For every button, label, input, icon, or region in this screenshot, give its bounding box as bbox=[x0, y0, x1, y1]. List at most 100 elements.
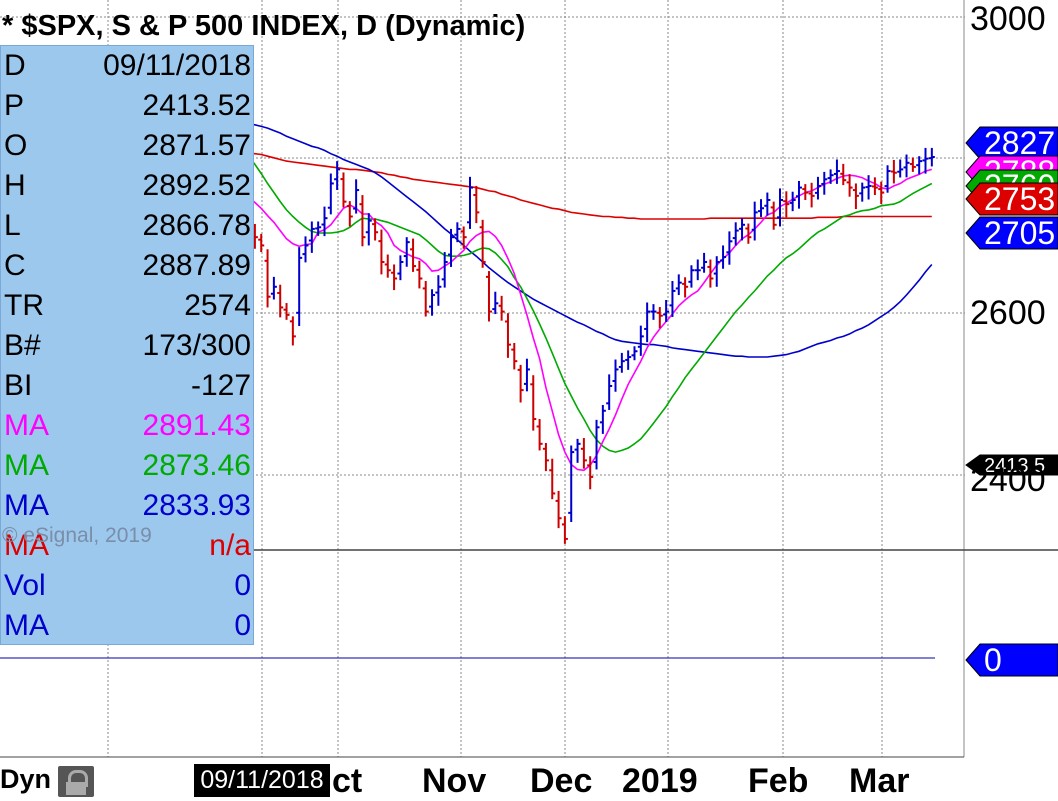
data-row: MA 2833.93 bbox=[1, 486, 253, 526]
ohlc-bar bbox=[840, 163, 847, 186]
ohlc-bar bbox=[561, 516, 568, 544]
ohlc-bar bbox=[922, 147, 929, 174]
data-row-label: H bbox=[4, 169, 26, 202]
x-tick-feb: Feb bbox=[748, 762, 809, 800]
ohlc-bar bbox=[580, 438, 587, 469]
data-row-label: Vol bbox=[4, 569, 46, 602]
data-row-label: C bbox=[4, 249, 26, 282]
data-row: MA n/a bbox=[1, 526, 253, 566]
y-tick-2600: 2600 bbox=[970, 294, 1046, 332]
price-tag-shape bbox=[965, 182, 1058, 216]
x-tick-mar: Mar bbox=[849, 762, 910, 800]
ohlc-bar bbox=[555, 490, 562, 529]
data-row-value: 2866.78 bbox=[142, 209, 251, 242]
ohlc-bar bbox=[701, 252, 708, 273]
ohlc-bar bbox=[890, 159, 897, 184]
ohlc-bar bbox=[694, 259, 701, 281]
ohlc-bar bbox=[568, 445, 575, 522]
data-row-label: MA bbox=[4, 489, 49, 522]
ohlc-bar bbox=[783, 191, 790, 218]
price-tag: 2753 bbox=[965, 181, 1058, 217]
ohlc-bar bbox=[777, 188, 783, 227]
price-tag-label: 2753 bbox=[984, 181, 1055, 217]
ohlc-bar bbox=[441, 252, 448, 288]
data-row-label: TR bbox=[4, 289, 44, 322]
price-tag: 2827 bbox=[965, 125, 1058, 161]
ohlc-bar bbox=[808, 182, 815, 208]
ohlc-bar bbox=[827, 169, 834, 184]
ohlc-bar bbox=[587, 456, 594, 490]
ohlc-bar bbox=[859, 182, 866, 202]
ohlc-bar bbox=[365, 213, 372, 246]
data-row: MA 2891.43 bbox=[1, 406, 253, 446]
data-row-value: 2892.52 bbox=[142, 169, 251, 202]
ohlc-bar bbox=[479, 219, 486, 268]
ohlc-bar bbox=[346, 201, 353, 227]
ohlc-bar bbox=[675, 274, 682, 296]
data-row-value: 2574 bbox=[184, 289, 251, 322]
ohlc-bar bbox=[289, 316, 296, 346]
ohlc-bar bbox=[909, 157, 916, 172]
ohlc-bar bbox=[492, 291, 499, 315]
data-row-value: 2887.89 bbox=[142, 249, 251, 282]
ohlc-bar bbox=[751, 201, 758, 241]
data-row-label: MA bbox=[4, 449, 49, 482]
ohlc-bar bbox=[612, 359, 619, 392]
ohlc-bar bbox=[663, 300, 670, 322]
ohlc-bar bbox=[814, 176, 821, 200]
ohlc-bar bbox=[536, 419, 543, 451]
ohlc-bar bbox=[517, 364, 524, 403]
dynamic-label: Dyn bbox=[0, 764, 52, 794]
ohlc-bar bbox=[397, 255, 404, 281]
data-row-value: 2873.46 bbox=[142, 449, 251, 482]
ohlc-bar bbox=[334, 161, 341, 190]
ohlc-bar bbox=[726, 231, 733, 265]
data-row-label: O bbox=[4, 129, 28, 162]
price-tag-label: 2413.5 bbox=[984, 455, 1045, 477]
ohlc-bar bbox=[391, 264, 398, 291]
data-row-label: MA bbox=[4, 529, 49, 562]
ohlc-bar bbox=[422, 280, 429, 317]
price-tag-shape bbox=[965, 216, 1058, 250]
ohlc-bar bbox=[296, 247, 303, 327]
ohlc-bar bbox=[802, 184, 809, 200]
data-row: C 2887.89 bbox=[1, 246, 253, 286]
data-row-value: 2891.43 bbox=[142, 409, 251, 442]
ohlc-bar bbox=[852, 183, 859, 210]
data-row-value: 09/11/2018 bbox=[103, 49, 251, 82]
ohlc-bar bbox=[372, 218, 379, 241]
ohlc-bar bbox=[656, 307, 663, 329]
ohlc-bar bbox=[574, 438, 581, 463]
ohlc-bar bbox=[315, 221, 322, 236]
ohlc-bar bbox=[795, 180, 802, 209]
data-row-label: MA bbox=[4, 409, 49, 442]
data-row-value: 2871.57 bbox=[142, 129, 251, 162]
ohlc-bar bbox=[485, 271, 492, 322]
data-row-label: MA bbox=[4, 609, 49, 642]
ohlc-bar bbox=[682, 277, 689, 298]
y-tick-3000: 3000 bbox=[970, 0, 1046, 38]
ohlc-bar bbox=[308, 221, 315, 253]
ohlc-bar bbox=[504, 313, 511, 358]
ohlc-bar bbox=[928, 147, 935, 167]
ohlc-bar bbox=[530, 375, 537, 431]
ohlc-bar bbox=[789, 191, 796, 212]
ohlc-bar bbox=[523, 358, 530, 392]
x-tick-nov: Nov bbox=[422, 762, 487, 800]
data-row: D 09/11/2018 bbox=[1, 46, 253, 86]
ohlc-bar bbox=[302, 236, 309, 263]
ohlc-bar bbox=[650, 304, 657, 320]
ohlc-bars bbox=[5, 58, 935, 544]
ohlc-bar bbox=[429, 289, 436, 316]
ohlc-bar bbox=[732, 222, 739, 246]
ohlc-bar bbox=[631, 346, 638, 361]
ohlc-bar bbox=[739, 218, 746, 241]
ohlc-bar bbox=[270, 276, 277, 300]
ohlc-bar bbox=[606, 374, 613, 410]
ohlc-bar bbox=[821, 171, 828, 195]
ohlc-bar bbox=[321, 206, 328, 237]
data-row: MA 0 bbox=[1, 606, 253, 646]
lock-icon[interactable] bbox=[58, 766, 94, 797]
price-tag-label: 2705 bbox=[984, 215, 1055, 251]
